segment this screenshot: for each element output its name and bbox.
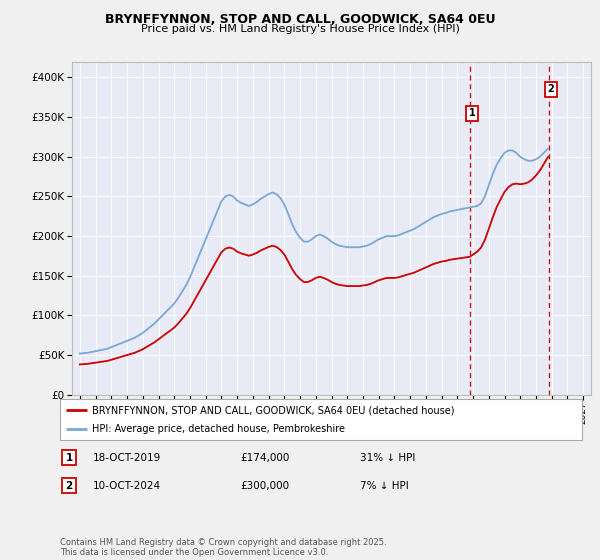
Text: 1: 1 <box>469 108 476 118</box>
Text: £174,000: £174,000 <box>240 452 289 463</box>
Text: 18-OCT-2019: 18-OCT-2019 <box>93 452 161 463</box>
Text: 2: 2 <box>65 480 73 491</box>
Text: Contains HM Land Registry data © Crown copyright and database right 2025.
This d: Contains HM Land Registry data © Crown c… <box>60 538 386 557</box>
Text: 7% ↓ HPI: 7% ↓ HPI <box>360 480 409 491</box>
Text: 31% ↓ HPI: 31% ↓ HPI <box>360 452 415 463</box>
Text: BRYNFFYNNON, STOP AND CALL, GOODWICK, SA64 0EU: BRYNFFYNNON, STOP AND CALL, GOODWICK, SA… <box>105 13 495 26</box>
Text: £300,000: £300,000 <box>240 480 289 491</box>
Text: HPI: Average price, detached house, Pembrokeshire: HPI: Average price, detached house, Pemb… <box>92 424 346 433</box>
Text: 2: 2 <box>548 85 554 95</box>
Text: 1: 1 <box>65 452 73 463</box>
Text: 10-OCT-2024: 10-OCT-2024 <box>93 480 161 491</box>
Text: Price paid vs. HM Land Registry's House Price Index (HPI): Price paid vs. HM Land Registry's House … <box>140 24 460 34</box>
Text: BRYNFFYNNON, STOP AND CALL, GOODWICK, SA64 0EU (detached house): BRYNFFYNNON, STOP AND CALL, GOODWICK, SA… <box>92 405 455 415</box>
